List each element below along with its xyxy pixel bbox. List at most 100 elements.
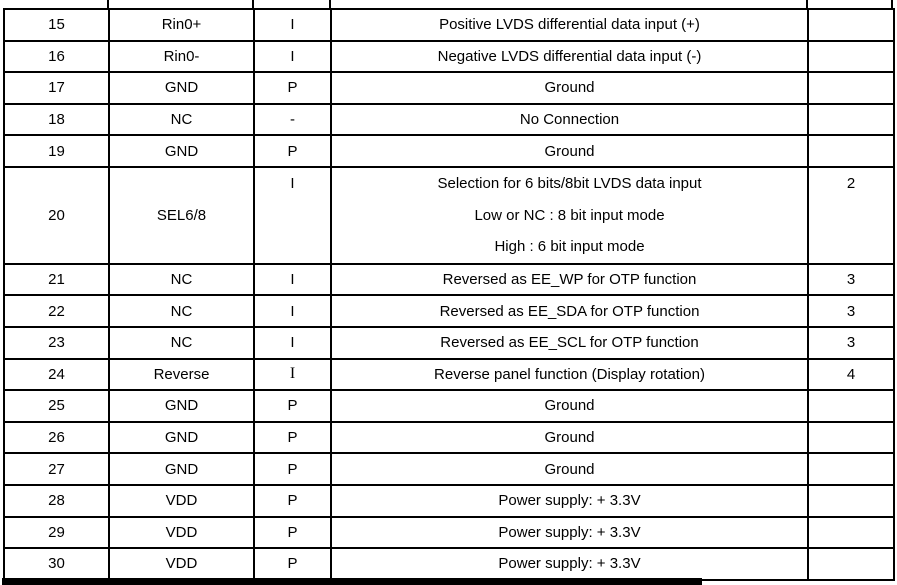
pin-description-cell: Reversed as EE_WP for OTP function — [330, 262, 809, 297]
pin-symbol-cell: VDD — [108, 515, 255, 550]
description-line: Negative LVDS differential data input (-… — [437, 47, 702, 65]
table-row: 25 GND P Ground — [3, 389, 895, 423]
description-line: Reversed as EE_WP for OTP function — [442, 271, 697, 289]
pin-description-cell: Ground — [330, 420, 809, 455]
pin-io-cell: P — [253, 483, 332, 518]
description-line: Reversed as EE_SDA for OTP function — [439, 302, 700, 320]
pin-description-cell: Positive LVDS differential data input (+… — [330, 8, 809, 42]
pin-note-cell — [807, 8, 895, 42]
table-divider-stub — [329, 0, 331, 10]
description-line: Reversed as EE_SCL for OTP function — [440, 334, 699, 352]
pin-description-cell: Ground — [330, 71, 809, 105]
pin-description-cell: Selection for 6 bits/8bit LVDS data inpu… — [330, 165, 809, 265]
pin-number-cell: 26 — [3, 420, 110, 455]
pin-number-cell: 24 — [3, 357, 110, 392]
table-divider-stub — [107, 0, 109, 10]
pin-symbol-cell: NC — [108, 262, 255, 297]
pin-symbol-cell: Rin0+ — [108, 8, 255, 42]
pin-note-cell — [807, 452, 895, 486]
pin-note-cell — [807, 39, 895, 74]
table-row: 21 NC I Reversed as EE_WP for OTP function 3 — [3, 262, 895, 297]
pin-note-cell — [807, 515, 895, 550]
pin-note-cell: 3 — [807, 262, 895, 297]
description-line: Power supply: + 3.3V — [498, 523, 641, 541]
pin-io-cell: I — [253, 165, 332, 265]
pin-description-table: 15 Rin0+ I Positive LVDS differential data … — [3, 8, 895, 581]
pin-number-cell: 23 — [3, 325, 110, 360]
pin-symbol-cell: VDD — [108, 547, 255, 581]
description-line: No Connection — [519, 111, 620, 129]
table-row: 28 VDD P Power supply: + 3.3V — [3, 483, 895, 518]
table-row: 16 Rin0- I Negative LVDS differential data … — [3, 39, 895, 74]
pin-number-cell: 17 — [3, 71, 110, 105]
pin-description-cell: No Connection — [330, 102, 809, 137]
pin-number-cell: 27 — [3, 452, 110, 486]
pin-note-cell — [807, 483, 895, 518]
pin-number-cell: 15 — [3, 8, 110, 42]
pin-symbol-cell: VDD — [108, 483, 255, 518]
pin-io-cell: P — [253, 420, 332, 455]
description-line: Ground — [544, 429, 595, 447]
pin-io-cell: P — [253, 547, 332, 581]
table-divider-stub — [806, 0, 808, 10]
pin-description-cell: Ground — [330, 452, 809, 486]
pin-symbol-cell: NC — [108, 325, 255, 360]
table-row: 27 GND P Ground — [3, 452, 895, 486]
pin-number-cell: 18 — [3, 102, 110, 137]
pin-description-cell: Reversed as EE_SDA for OTP function — [330, 294, 809, 328]
pin-symbol-cell: GND — [108, 71, 255, 105]
table-divider-stub — [252, 0, 254, 10]
pin-description-cell: Ground — [330, 389, 809, 423]
table-row: 17 GND P Ground — [3, 71, 895, 105]
pin-number-cell: 22 — [3, 294, 110, 328]
description-line: Selection for 6 bits/8bit LVDS data inpu… — [437, 174, 702, 192]
pin-io-cell: P — [253, 515, 332, 550]
pin-number-cell: 16 — [3, 39, 110, 74]
table-row: 24 Reverse I Reverse panel function (Displa… — [3, 357, 895, 392]
pin-io-cell: I — [253, 39, 332, 74]
description-line: Power supply: + 3.3V — [498, 492, 641, 510]
pin-io-cell: - — [253, 102, 332, 137]
description-line: Low or NC : 8 bit input mode — [474, 206, 665, 224]
pin-number-cell: 28 — [3, 483, 110, 518]
description-line: Power supply: + 3.3V — [498, 555, 641, 573]
pin-description-cell: Reverse panel function (Display rotation… — [330, 357, 809, 392]
pin-symbol-cell: GND — [108, 134, 255, 168]
pin-description-cell: Reversed as EE_SCL for OTP function — [330, 325, 809, 360]
table-row: 19 GND P Ground — [3, 134, 895, 168]
description-line: Ground — [544, 142, 595, 160]
description-line: Reverse panel function (Display rotation… — [434, 365, 705, 383]
pin-symbol-cell: Reverse — [108, 357, 255, 392]
table-row: 23 NC I Reversed as EE_SCL for OTP function… — [3, 325, 895, 360]
pin-io-cell: P — [253, 71, 332, 105]
table-row: 20 SEL6/8 I Selection for 6 bits/8bit LVDS … — [3, 165, 895, 265]
pin-note-cell: 3 — [807, 294, 895, 328]
pin-number-cell: 25 — [3, 389, 110, 423]
pin-io-cell: P — [253, 389, 332, 423]
pin-number-cell: 19 — [3, 134, 110, 168]
pin-description-cell: Power supply: + 3.3V — [330, 483, 809, 518]
pin-description-cell: Ground — [330, 134, 809, 168]
pin-io-cell: I — [253, 8, 332, 42]
pin-note-cell: 3 — [807, 325, 895, 360]
table-divider-stub — [891, 0, 893, 10]
description-line: Ground — [544, 460, 595, 478]
pin-description-cell: Negative LVDS differential data input (-… — [330, 39, 809, 74]
pin-note-cell — [807, 420, 895, 455]
description-line: Ground — [544, 79, 595, 97]
pin-note-cell — [807, 102, 895, 137]
pin-note-cell — [807, 547, 895, 581]
pin-note-cell: 4 — [807, 357, 895, 392]
pin-note-cell — [807, 389, 895, 423]
pin-number-cell: 30 — [3, 547, 110, 581]
pin-symbol-cell: NC — [108, 294, 255, 328]
table-row: 18 NC - No Connection — [3, 102, 895, 137]
pin-symbol-cell: NC — [108, 102, 255, 137]
pin-description-cell: Power supply: + 3.3V — [330, 515, 809, 550]
pin-number-cell: 21 — [3, 262, 110, 297]
pin-note-cell — [807, 134, 895, 168]
pin-symbol-cell: GND — [108, 389, 255, 423]
pin-number-cell: 20 — [3, 165, 110, 265]
pin-io-cell: P — [253, 134, 332, 168]
pin-symbol-cell: GND — [108, 420, 255, 455]
